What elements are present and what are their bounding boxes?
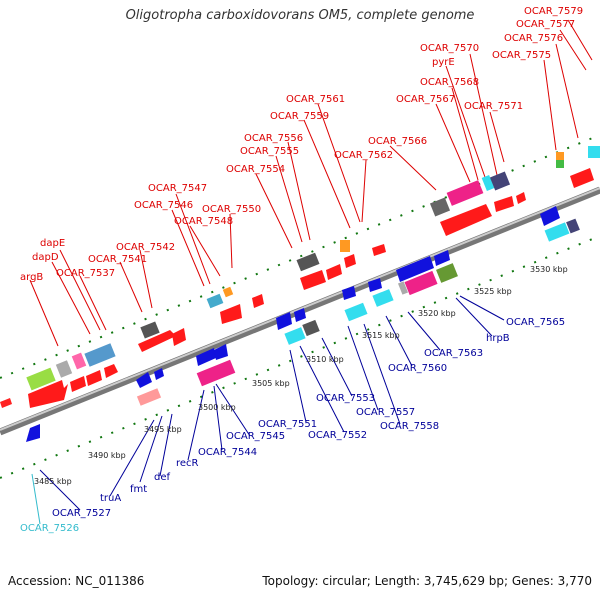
gene-label: OCAR_7571 — [464, 101, 523, 112]
gene-label: OCAR_7563 — [424, 348, 483, 359]
gene-label: OCAR_7542 — [116, 242, 175, 253]
gene-arrow — [570, 168, 594, 188]
gene-box — [56, 360, 72, 377]
gene-label: OCAR_7566 — [368, 136, 427, 147]
gene-box — [430, 198, 450, 217]
gene-box — [340, 240, 350, 252]
gene-box — [137, 388, 161, 406]
gene-label: def — [154, 472, 171, 483]
gene-box — [545, 222, 570, 241]
gene-label: OCAR_7555 — [240, 146, 299, 157]
gene-box — [436, 263, 458, 283]
lower-gene-labels: OCAR_7565 hrpB OCAR_7563 OCAR_7560 OCAR_… — [52, 317, 565, 519]
gene-label: dapD — [32, 252, 59, 263]
gene-label: OCAR_7570 — [420, 43, 479, 54]
gene-label: OCAR_7548 — [174, 216, 233, 227]
gene-label: OCAR_7561 — [286, 94, 345, 105]
gene-box — [223, 287, 233, 297]
gene-box — [72, 353, 87, 370]
gene-label: hrpB — [486, 333, 510, 344]
lower-leader-lines — [40, 296, 504, 510]
genome-summary-text: Topology: circular; Length: 3,745,629 bp… — [262, 574, 592, 588]
gene-label: OCAR_7545 — [226, 431, 285, 442]
tick-label: 3530 kbp — [530, 265, 568, 274]
gene-label: OCAR_7537 — [56, 268, 115, 279]
tick-label: 3500 kbp — [198, 403, 236, 412]
gene-label: OCAR_7577 — [516, 19, 575, 30]
gene-arrow — [300, 270, 326, 290]
gene-label: OCAR_7565 — [506, 317, 565, 328]
gene-label: OCAR_7579 — [524, 6, 583, 17]
gene-label: OCAR_7557 — [356, 407, 415, 418]
gene-box — [556, 160, 564, 168]
gene-box — [302, 320, 319, 336]
gene-label: dapE — [40, 238, 65, 249]
gene-arrow — [86, 370, 102, 386]
gene-label: OCAR_7547 — [148, 183, 207, 194]
gene-label: OCAR_7556 — [244, 133, 303, 144]
gene-arrow — [252, 294, 264, 308]
tick-label: 3510 kbp — [306, 355, 344, 364]
gene-label: truA — [100, 493, 121, 504]
gene-label: OCAR_7551 — [258, 419, 317, 430]
gene-arrow — [172, 328, 186, 346]
tick-label: 3515 kbp — [362, 331, 400, 340]
gene-arrow — [342, 286, 356, 300]
gene-label: OCAR_7568 — [420, 77, 479, 88]
gene-arrow — [220, 304, 242, 324]
gene-arrow — [540, 206, 560, 226]
gene-label: OCAR_7527 — [52, 508, 111, 519]
tick-label: 3505 kbp — [252, 379, 290, 388]
gene-label: fmt — [130, 484, 147, 495]
gene-label: OCAR_7554 — [226, 164, 285, 175]
tick-label: 3490 kbp — [88, 451, 126, 460]
gene-arrow — [26, 424, 40, 442]
tick-label: 3495 kbp — [144, 425, 182, 434]
gene-label: pyrE — [432, 57, 455, 68]
genome-map[interactable]: 3485 kbp 3490 kbp 3495 kbp 3500 kbp 3505… — [0, 0, 600, 600]
gene-box — [556, 152, 564, 160]
gene-arrow — [104, 364, 118, 378]
gene-arrow — [0, 398, 12, 408]
gene-label: OCAR_7552 — [308, 430, 367, 441]
gene-label: OCAR_7562 — [334, 150, 393, 161]
gene-label: OCAR_7560 — [388, 363, 447, 374]
gene-box — [588, 146, 600, 158]
gene-label: OCAR_7550 — [202, 204, 261, 215]
gene-arrow — [494, 196, 514, 212]
rna-gene-label: OCAR_7526 — [20, 523, 79, 534]
gene-label: OCAR_7576 — [504, 33, 563, 44]
gene-box — [447, 180, 484, 206]
tick-label: 3520 kbp — [418, 309, 456, 318]
gene-box — [284, 327, 305, 345]
gene-label: OCAR_7546 — [134, 200, 193, 211]
gene-box — [372, 289, 393, 307]
tick-label: 3525 kbp — [474, 287, 512, 296]
gene-arrow — [326, 264, 342, 280]
accession-text: Accession: NC_011386 — [8, 574, 144, 588]
gene-label: recR — [176, 458, 199, 469]
gene-label: OCAR_7544 — [198, 447, 257, 458]
gene-label: OCAR_7541 — [88, 254, 147, 265]
gene-label: OCAR_7559 — [270, 111, 329, 122]
gene-label: OCAR_7567 — [396, 94, 455, 105]
tick-labels: 3485 kbp 3490 kbp 3495 kbp 3500 kbp 3505… — [34, 265, 568, 486]
gene-arrow — [70, 376, 86, 392]
gene-arrow — [516, 192, 526, 204]
gene-label: OCAR_7575 — [492, 50, 551, 61]
gene-box — [84, 343, 115, 366]
gene-label: OCAR_7558 — [380, 421, 439, 432]
tick-label: 3485 kbp — [34, 477, 72, 486]
gene-label: OCAR_7553 — [316, 393, 375, 404]
gene-box — [296, 253, 319, 272]
gene-arrow — [344, 254, 356, 268]
gene-label: argB — [20, 272, 43, 283]
gene-box — [344, 303, 367, 322]
gene-box — [207, 294, 224, 309]
gene-arrow — [372, 244, 386, 256]
gene-arrow — [276, 312, 292, 330]
